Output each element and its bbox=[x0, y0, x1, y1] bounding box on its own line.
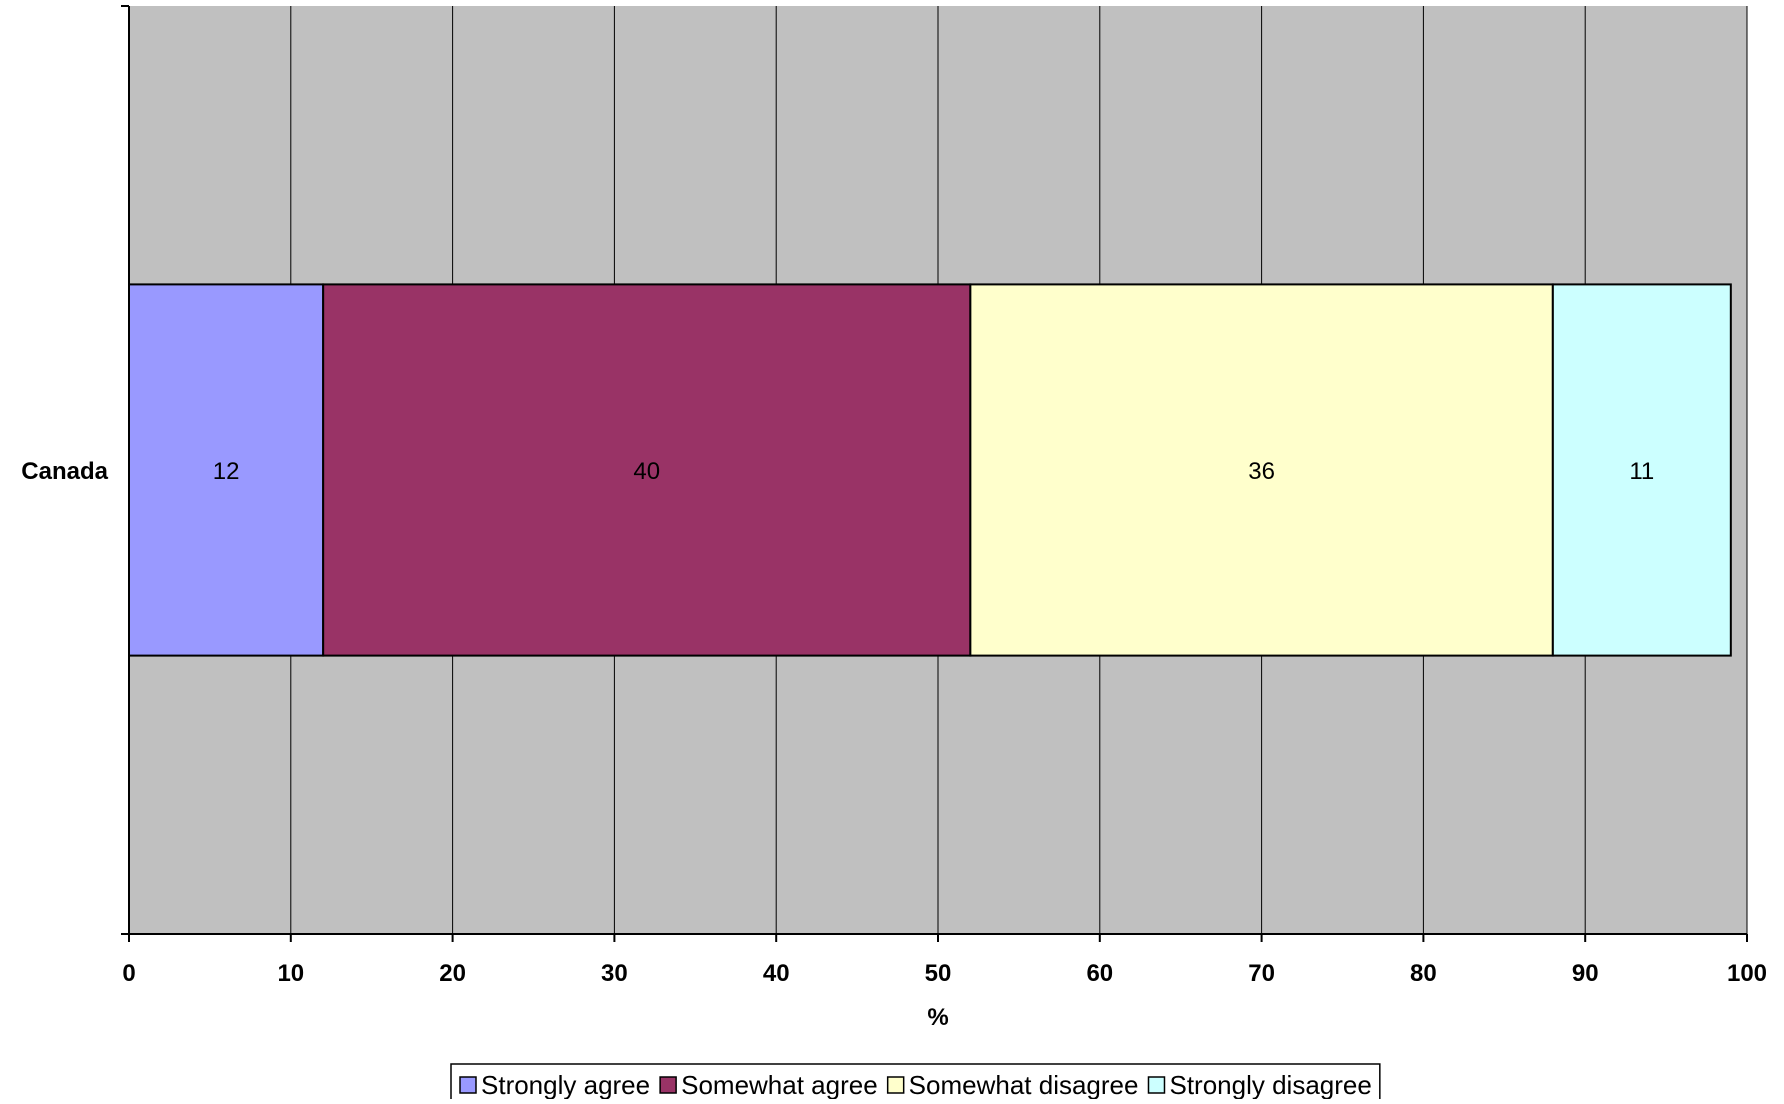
x-tick-label: 20 bbox=[439, 960, 466, 987]
legend-swatch bbox=[659, 1076, 677, 1094]
tick-labels: 0 10 20 30 40 50 60 70 80 90 100 bbox=[122, 960, 1767, 987]
data-label: 40 bbox=[633, 458, 660, 485]
legend-item: Somewhat agree bbox=[659, 1070, 878, 1100]
legend: Strongly agree Somewhat agree Somewhat dis… bbox=[450, 1063, 1381, 1104]
legend-item: Somewhat disagree bbox=[886, 1070, 1139, 1100]
data-label: 11 bbox=[1629, 458, 1654, 485]
data-label: 12 bbox=[213, 458, 240, 485]
legend-item: Strongly disagree bbox=[1147, 1070, 1372, 1100]
x-axis-title: % bbox=[927, 1004, 948, 1031]
category-label: Canada bbox=[21, 458, 108, 485]
legend-swatch bbox=[1147, 1076, 1166, 1094]
bar-segment-strongly-disagree bbox=[1551, 283, 1732, 657]
x-tick-label: 0 bbox=[122, 960, 135, 987]
legend-label: Somewhat agree bbox=[681, 1070, 878, 1099]
category-labels: Canada bbox=[21, 458, 108, 485]
x-tick-label: 50 bbox=[925, 960, 952, 987]
data-labels: 12 40 36 11 bbox=[213, 458, 1655, 485]
bar-segment-somewhat-agree bbox=[322, 283, 972, 657]
bar-segment-somewhat-disagree bbox=[969, 283, 1554, 657]
x-tick-label: 90 bbox=[1572, 960, 1599, 987]
legend-label: Somewhat disagree bbox=[909, 1070, 1139, 1099]
data-label: 36 bbox=[1248, 458, 1275, 485]
legend-swatch bbox=[886, 1076, 905, 1094]
legend-label: Strongly agree bbox=[481, 1070, 650, 1099]
x-tick-label: 60 bbox=[1086, 960, 1113, 987]
x-tick-label: 40 bbox=[763, 960, 790, 987]
legend-frame bbox=[450, 1063, 1381, 1104]
x-tick-label: 80 bbox=[1410, 960, 1437, 987]
legend-item: Strongly agree bbox=[459, 1070, 650, 1100]
bars bbox=[128, 283, 1732, 657]
x-tick-label: 30 bbox=[601, 960, 628, 987]
x-tick-label: 10 bbox=[277, 960, 304, 987]
x-tick-label: 70 bbox=[1248, 960, 1275, 987]
axes bbox=[121, 5, 1748, 942]
legend-label: Strongly disagree bbox=[1169, 1070, 1371, 1099]
bar-segment-strongly-agree bbox=[128, 283, 325, 657]
legend-swatch bbox=[459, 1076, 477, 1094]
x-tick-label: 100 bbox=[1727, 960, 1767, 987]
